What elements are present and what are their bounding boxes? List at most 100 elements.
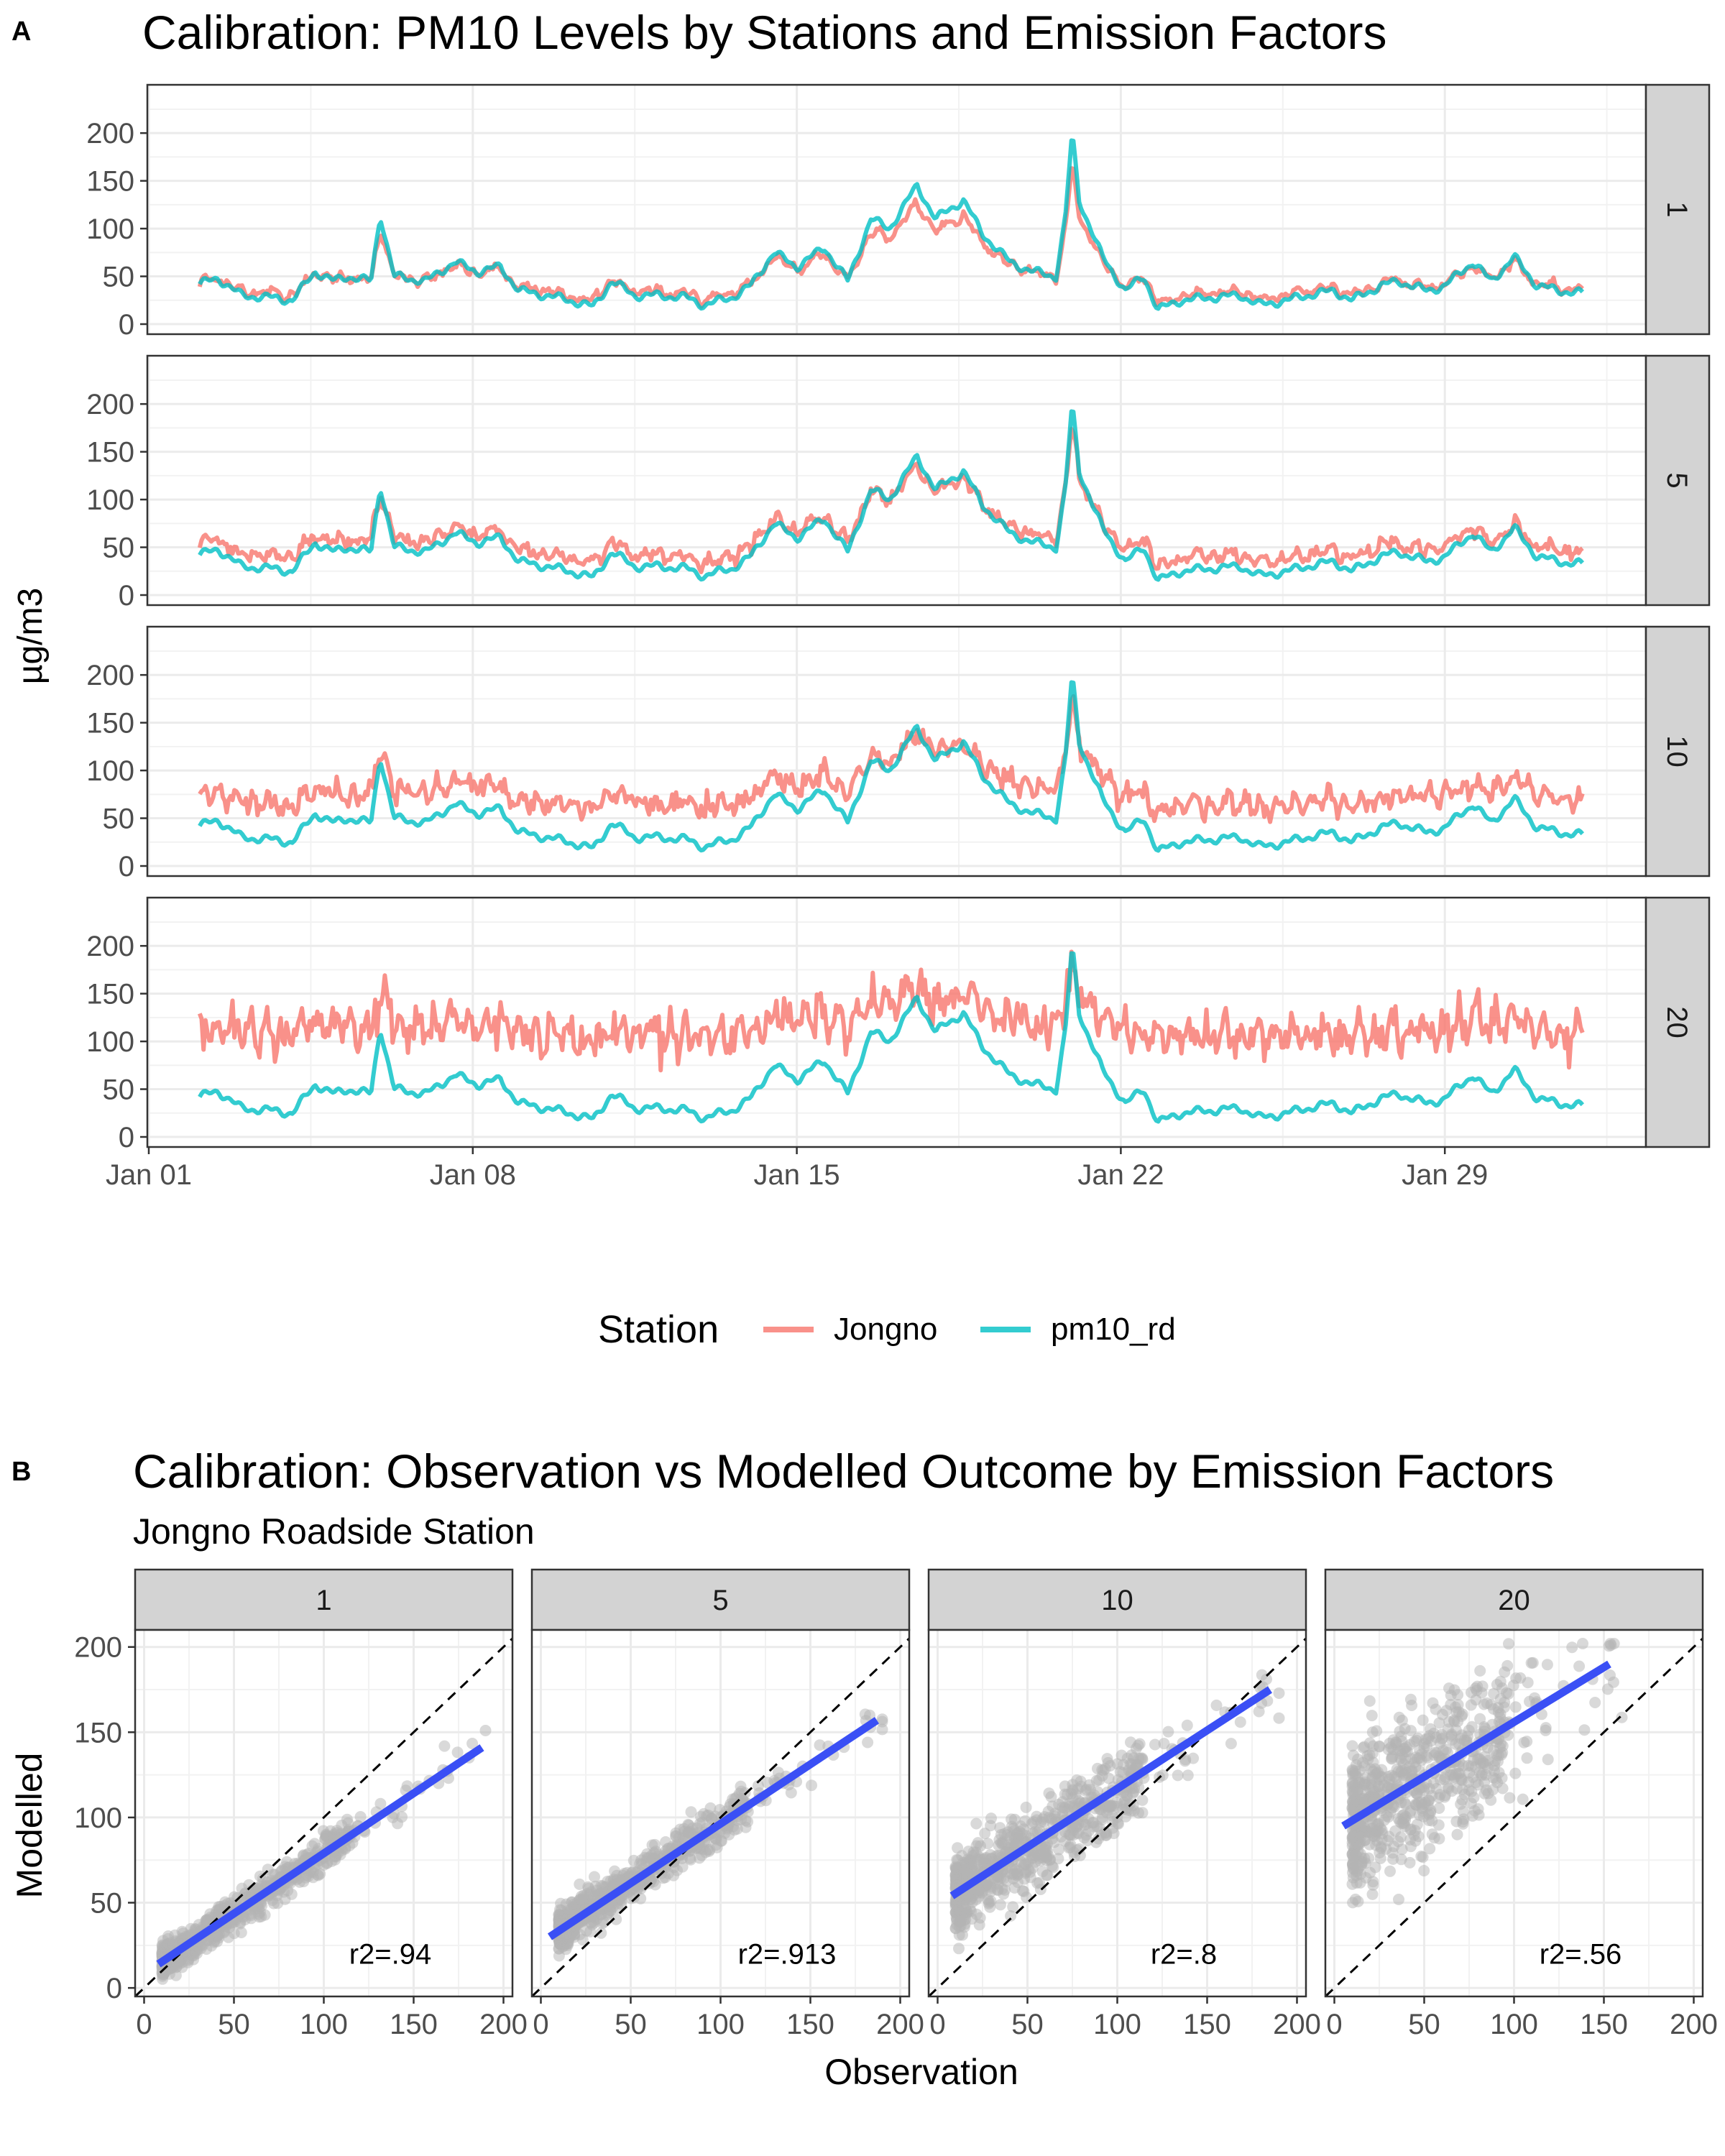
facet-strip-label: 5 bbox=[1661, 472, 1693, 488]
x-tick-label: 50 bbox=[1011, 2009, 1044, 2040]
scatter-point bbox=[1471, 1685, 1483, 1697]
scatter-point bbox=[354, 1811, 367, 1823]
scatter-point bbox=[1387, 1734, 1399, 1746]
scatter-point bbox=[742, 1815, 754, 1828]
scatter-point bbox=[1507, 1680, 1519, 1692]
scatter-point bbox=[1018, 1885, 1030, 1897]
scatter-point bbox=[1501, 1687, 1513, 1699]
scatter-point bbox=[1445, 1730, 1458, 1742]
scatter-point bbox=[1022, 1856, 1034, 1868]
x-tick-label: 100 bbox=[696, 2009, 745, 2040]
scatter-point bbox=[1101, 1753, 1113, 1765]
scatter-point bbox=[998, 1872, 1010, 1884]
scatter-point bbox=[595, 1927, 607, 1939]
scatter-point bbox=[1404, 1856, 1416, 1869]
x-tick-label: 0 bbox=[533, 2009, 548, 2040]
r2-annotation: r2=.56 bbox=[1540, 1938, 1622, 1970]
y-tick-label: 50 bbox=[103, 533, 135, 564]
scatter-point bbox=[1182, 1769, 1194, 1782]
scatter-point bbox=[1589, 1697, 1601, 1708]
scatter-point bbox=[1347, 1858, 1359, 1870]
x-tick-label: 200 bbox=[1670, 2009, 1718, 2040]
y-tick-label: 150 bbox=[86, 979, 134, 1010]
scatter-point bbox=[1601, 1683, 1614, 1695]
scatter-point bbox=[1409, 1835, 1422, 1847]
scatter-point bbox=[1393, 1711, 1405, 1723]
x-tick-label: 100 bbox=[300, 2009, 348, 2040]
scatter-point bbox=[1386, 1751, 1399, 1763]
scatter-point bbox=[1396, 1765, 1408, 1777]
fit-line bbox=[547, 1717, 880, 1940]
scatter-point bbox=[1100, 1827, 1113, 1839]
scatter-point bbox=[1418, 1798, 1430, 1810]
scatter-point bbox=[231, 1892, 244, 1904]
scatter-point bbox=[1566, 1641, 1578, 1654]
series-line-jongno bbox=[198, 694, 1585, 824]
scatter-point bbox=[1366, 1710, 1378, 1722]
scatter-point bbox=[814, 1739, 826, 1751]
scatter-point bbox=[254, 1906, 266, 1918]
x-tick-label: 200 bbox=[1273, 2009, 1321, 2040]
scatter-point bbox=[1350, 1848, 1362, 1861]
scatter-point bbox=[1082, 1812, 1095, 1825]
scatter-point bbox=[1451, 1828, 1463, 1841]
scatter-point bbox=[1008, 1823, 1020, 1835]
scatter-point bbox=[1081, 1835, 1093, 1847]
scatter-point bbox=[321, 1830, 333, 1843]
facet-strip bbox=[1644, 625, 1711, 877]
scatter-point bbox=[1005, 1909, 1017, 1922]
scatter-point bbox=[1386, 1847, 1399, 1859]
scatter-point bbox=[1418, 1865, 1430, 1876]
scatter-point bbox=[1478, 1787, 1491, 1800]
y-tick-label: 150 bbox=[74, 1717, 122, 1749]
facet-strip-label: 10 bbox=[1661, 735, 1693, 768]
scatter-point bbox=[1494, 1675, 1506, 1687]
x-tick-label: Jan 08 bbox=[430, 1159, 516, 1191]
scatter-point bbox=[1181, 1719, 1193, 1731]
facet-strip-label: 5 bbox=[712, 1585, 728, 1616]
scatter-point bbox=[1521, 1752, 1533, 1764]
x-tick-label: 150 bbox=[390, 2009, 438, 2040]
reference-line-y-equals-x bbox=[530, 1637, 911, 1998]
scatter-point bbox=[1412, 1753, 1424, 1765]
scatter-point bbox=[1362, 1753, 1374, 1765]
y-tick-label: 0 bbox=[119, 851, 134, 883]
x-tick-label: 50 bbox=[1408, 2009, 1440, 2040]
y-tick-label: 150 bbox=[86, 708, 134, 740]
scatter-point bbox=[1405, 1725, 1417, 1737]
scatter-point bbox=[1393, 1894, 1404, 1905]
scatter-point bbox=[1125, 1805, 1137, 1817]
y-tick-label: 100 bbox=[86, 1026, 134, 1058]
scatter-point bbox=[648, 1847, 661, 1859]
x-tick-label: 0 bbox=[1326, 2009, 1342, 2040]
y-tick-label: 200 bbox=[86, 931, 134, 962]
scatter-point bbox=[1503, 1638, 1514, 1650]
scatter-point bbox=[1358, 1820, 1370, 1833]
scatter-point bbox=[1348, 1799, 1359, 1811]
scatter-point bbox=[438, 1740, 451, 1752]
scatter-point bbox=[1374, 1847, 1386, 1858]
scatter-point bbox=[1440, 1743, 1452, 1756]
scatter-point bbox=[1046, 1860, 1058, 1872]
panel-letter-b: B bbox=[12, 1457, 31, 1487]
scatter-point bbox=[1415, 1851, 1427, 1862]
scatter-point bbox=[1448, 1771, 1460, 1783]
scatter-point bbox=[1352, 1895, 1364, 1907]
y-tick-label: 200 bbox=[86, 389, 134, 420]
scatter-point bbox=[1465, 1699, 1477, 1711]
panel-letter-a: A bbox=[12, 17, 31, 47]
x-tick-label: 100 bbox=[1093, 2009, 1141, 2040]
x-tick-label: 150 bbox=[786, 2009, 834, 2040]
scatter-point bbox=[699, 1846, 712, 1858]
r2-annotation: r2=.94 bbox=[349, 1938, 432, 1970]
scatter-point bbox=[1457, 1805, 1469, 1818]
scatter-point bbox=[1509, 1767, 1522, 1779]
scatter-point bbox=[1433, 1717, 1445, 1729]
scatter-point bbox=[1104, 1800, 1116, 1812]
y-tick-label: 50 bbox=[103, 262, 135, 293]
scatter-point bbox=[1428, 1749, 1440, 1761]
scatter-point bbox=[1187, 1752, 1200, 1764]
scatter-point bbox=[1522, 1677, 1534, 1689]
